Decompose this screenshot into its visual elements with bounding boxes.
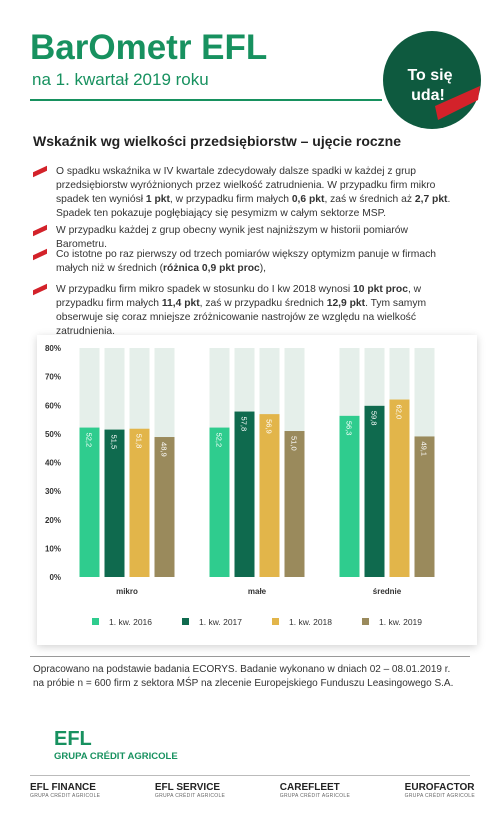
- value-label: 56,3: [345, 421, 354, 436]
- bullet-text: O spadku wskaźnika w IV kwartale zdecydo…: [56, 166, 436, 205]
- value-label: 59,8: [370, 411, 379, 426]
- partner-name: CAREFLEET: [279, 782, 340, 793]
- section-title: Wskaźnik wg wielkości przedsiębiorstw – …: [33, 133, 402, 149]
- partners: EFL FINANCE GRUPA CRÉDIT AGRICOLE EFL SERV…: [30, 782, 475, 799]
- rule: [30, 775, 470, 776]
- value-label: 48,9: [160, 442, 169, 457]
- bar: [129, 428, 150, 577]
- y-tick-label: 50%: [45, 430, 61, 439]
- y-tick-label: 0%: [49, 573, 61, 582]
- partner-name: EFL SERVICE: [154, 782, 221, 793]
- badge-text: uda!: [411, 87, 445, 104]
- bullet-marker: [33, 224, 47, 237]
- legend-label: 1. kw. 2018: [289, 617, 332, 627]
- partner-logo: CAREFLEET GRUPA CRÉDIT AGRICOLE: [280, 782, 350, 799]
- chart: 0% 10% 20% 30% 40% 50% 60% 70% 80% mikro 52,2 51,5 5…: [45, 344, 435, 627]
- legend-swatch: [92, 618, 99, 625]
- chart-card: 0% 10% 20% 30% 40% 50% 60% 70% 80% mikro 52,2 51,5 5…: [37, 335, 477, 645]
- value-label: 56,9: [265, 419, 274, 434]
- bullet-text: 11,4 pkt: [161, 298, 200, 309]
- bar: [259, 414, 280, 577]
- partner-name: EUROFACTOR: [404, 782, 475, 793]
- bar: [234, 411, 255, 577]
- partner-name: EFL FINANCE: [30, 782, 96, 793]
- bar: [209, 427, 230, 577]
- bullet-text: 1 pkt: [145, 194, 170, 205]
- bullet-text: , zaś w średnich aż: [324, 194, 415, 205]
- logo: EFL GRUPA CRÉDIT AGRICOLE: [30, 728, 178, 762]
- y-tick-label: 20%: [45, 516, 61, 525]
- value-label: 62,0: [395, 405, 404, 420]
- bar: [79, 427, 100, 577]
- bar: [339, 415, 360, 577]
- bullet-text: 0,6 pkt: [291, 194, 325, 205]
- bullet-text: 12,9 pkt: [326, 298, 366, 309]
- value-label: 52,2: [85, 433, 94, 448]
- legend-swatch: [272, 618, 279, 625]
- x-tick-label: mikro: [116, 587, 138, 596]
- y-tick-label: 30%: [45, 487, 61, 496]
- y-tick-label: 10%: [45, 544, 61, 553]
- bullet: W przypadku firm mikro spadek w stosunku…: [56, 283, 461, 339]
- bar: [414, 436, 435, 577]
- subtitle: na 1. kwartał 2019 roku: [32, 70, 209, 89]
- bullet-text: . Spadek ten pokazuje pogłębiający się p…: [56, 194, 451, 219]
- value-label: 51,5: [110, 435, 119, 450]
- bullet: Co istotne po raz pierwszy od trzech pom…: [56, 248, 461, 276]
- bullet-marker: [33, 283, 47, 296]
- title: BarOmetr EFL: [30, 28, 268, 67]
- bullet-text: 2,7 pkt: [414, 194, 448, 205]
- x-tick-label: małe: [248, 587, 267, 596]
- bullet-text: Co istotne po raz pierwszy od trzech pom…: [56, 249, 436, 274]
- bullet: W przypadku każdej z grup obecny wynik j…: [56, 224, 461, 252]
- bullet-text: różnica 0,9 pkt proc: [163, 263, 260, 274]
- bar: [364, 405, 385, 577]
- legend-swatch: [362, 618, 369, 625]
- legend-label: 1. kw. 2017: [199, 617, 242, 627]
- footnote: Opracowano na podstawie badania ECORYS. …: [33, 664, 454, 689]
- bar: [389, 399, 410, 577]
- x-tick-label: średnie: [373, 587, 402, 596]
- bullet-text: , zaś w przypadku średnich: [199, 298, 327, 309]
- y-tick-label: 70%: [45, 373, 61, 382]
- value-label: 51,0: [290, 436, 299, 451]
- bullet-text: 10 pkt proc: [353, 284, 408, 295]
- logo-group: GRUPA CRÉDIT AGRICOLE: [54, 751, 178, 762]
- bullet-text: , w przypadku firm małych: [56, 284, 422, 309]
- bullet-text: W przypadku firm mikro spadek w stosunku…: [56, 284, 354, 295]
- badge-text: To się: [407, 67, 452, 84]
- partner-group: GRUPA CRÉDIT AGRICOLE: [279, 793, 351, 799]
- value-label: 49,1: [420, 441, 429, 456]
- partner-logo: EFL FINANCE GRUPA CRÉDIT AGRICOLE: [30, 782, 100, 799]
- logo-name: EFL: [54, 728, 92, 750]
- bullet-text: . Tym samym obserwuje się coraz mniejsze…: [56, 298, 427, 337]
- bullet-text: , w przypadku firm małych: [169, 194, 292, 205]
- value-label: 52,2: [215, 433, 224, 448]
- partner-group: GRUPA CRÉDIT AGRICOLE: [30, 793, 101, 799]
- partner-logo: EFL SERVICE GRUPA CRÉDIT AGRICOLE: [155, 782, 225, 799]
- y-tick-label: 40%: [45, 459, 61, 468]
- bar: [154, 437, 175, 577]
- bullet-text: W przypadku każdej z grup obecny wynik j…: [56, 225, 408, 250]
- value-label: 51,8: [135, 434, 144, 449]
- legend-label: 1. kw. 2019: [379, 617, 422, 627]
- rule: [30, 99, 382, 101]
- bullet-text: ),: [259, 263, 267, 274]
- bullet-marker: [33, 165, 47, 178]
- legend-swatch: [182, 618, 189, 625]
- badge: To się uda!: [383, 31, 481, 129]
- partner-logo: EUROFACTOR GRUPA CRÉDIT AGRICOLE: [405, 782, 475, 799]
- bar: [104, 429, 125, 577]
- rule: [30, 656, 470, 657]
- bullet-marker: [33, 248, 47, 261]
- value-label: 57,8: [240, 417, 249, 432]
- partner-group: GRUPA CRÉDIT AGRICOLE: [404, 793, 475, 799]
- partner-group: GRUPA CRÉDIT AGRICOLE: [154, 793, 226, 799]
- y-tick-label: 80%: [45, 344, 61, 353]
- bar: [284, 431, 305, 577]
- bullet: O spadku wskaźnika w IV kwartale zdecydo…: [56, 165, 461, 221]
- y-tick-label: 60%: [45, 401, 61, 410]
- legend-label: 1. kw. 2016: [109, 617, 152, 627]
